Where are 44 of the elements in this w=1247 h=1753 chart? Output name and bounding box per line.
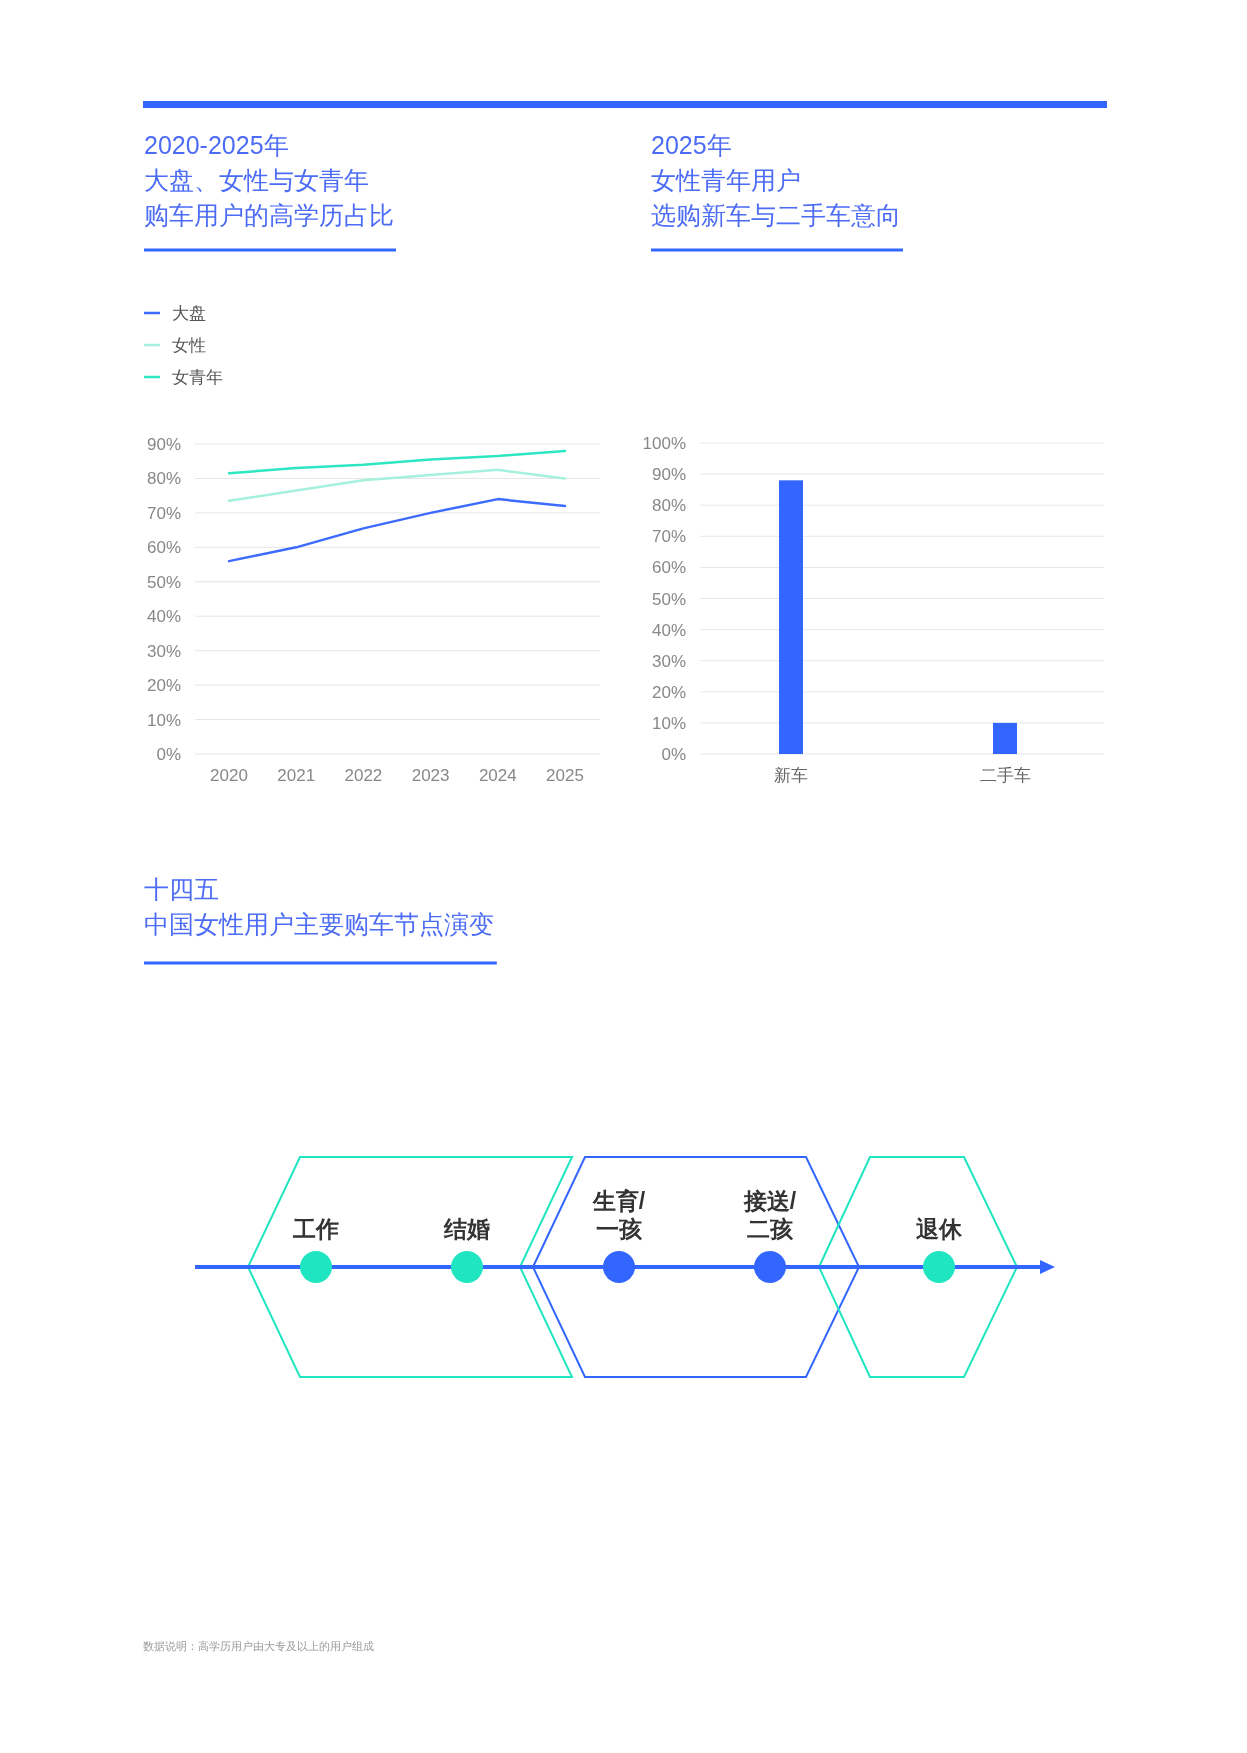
x-tick-label: 2025	[546, 766, 584, 785]
line-series	[227, 497, 567, 563]
y-tick-label: 0%	[156, 745, 181, 764]
line-series	[227, 449, 567, 475]
y-tick-label: 50%	[146, 572, 181, 592]
y-tick-label: 40%	[651, 620, 686, 640]
y-tick-label: 50%	[651, 589, 686, 609]
x-tick-label: 2022	[344, 766, 383, 785]
legend-label: 女性	[172, 336, 206, 355]
y-tick-label: 0%	[661, 745, 686, 764]
x-tick-label: 2020	[210, 766, 248, 785]
y-tick-label: 40%	[146, 607, 181, 627]
legend-label: 大盘	[172, 304, 206, 323]
y-tick-label: 60%	[651, 558, 686, 578]
x-tick-label: 二手车	[979, 766, 1031, 785]
y-tick-label: 80%	[651, 496, 686, 516]
y-tick-label: 70%	[651, 527, 686, 547]
y-tick-label: 60%	[146, 538, 181, 558]
y-tick-label: 20%	[146, 676, 181, 696]
chart-title: 2025年女性青年用户选购新车与二手车意向	[651, 131, 901, 229]
category-label: 退休	[915, 1216, 963, 1242]
x-tick-label: 2024	[478, 766, 517, 785]
y-tick-label: 90%	[146, 435, 181, 454]
y-tick-label: 10%	[651, 713, 686, 733]
y-tick-label: 10%	[146, 710, 181, 730]
category-label: 工作	[292, 1216, 339, 1242]
y-tick-label: 90%	[651, 465, 686, 485]
y-tick-label: 30%	[146, 641, 181, 661]
line-series	[227, 468, 567, 503]
x-tick-label: 2021	[277, 766, 316, 785]
category-label: 结婚	[443, 1216, 490, 1242]
category-label: 生育/ 一孩	[591, 1188, 646, 1242]
y-tick-label: 100%	[642, 434, 686, 453]
x-tick-label: 2023	[411, 766, 450, 785]
y-tick-label: 30%	[651, 651, 686, 671]
y-tick-label: 80%	[146, 469, 181, 489]
y-tick-label: 70%	[146, 503, 181, 523]
legend-label: 女青年	[172, 368, 223, 387]
x-tick-label: 新车	[774, 766, 808, 785]
text: 数据说明：高学历用户由大专及以上的用户组成	[143, 1640, 374, 1652]
y-tick-label: 20%	[651, 682, 686, 702]
category-label: 接送/ 二孩	[742, 1188, 797, 1242]
chart-title: 2020-2025年大盘、女性与女青年购车用户的高学历占比	[144, 131, 394, 229]
text: 十四五中国女性用户主要购车节点演变	[144, 875, 494, 938]
